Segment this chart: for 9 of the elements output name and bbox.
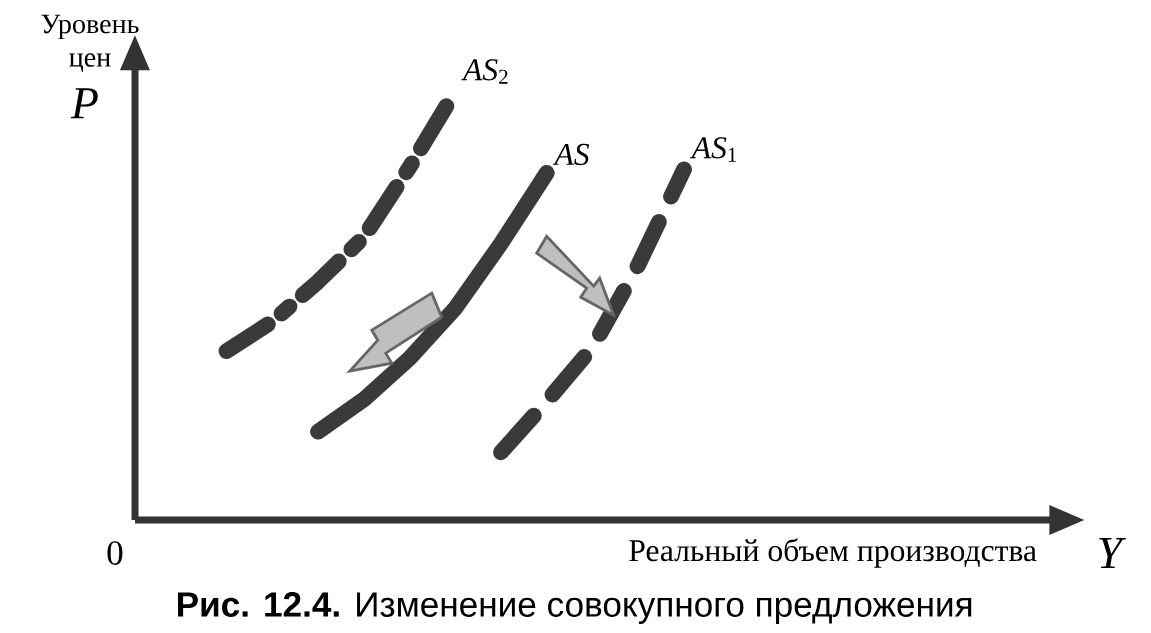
series-label: AS$_{2}$ bbox=[461, 59, 508, 84]
text: Рис. 12.4. Изменение совокупного предложения bbox=[178, 592, 972, 624]
x-axis-title: Реальный объем производства bbox=[629, 538, 1037, 568]
text: Y bbox=[1099, 538, 1127, 568]
text: 0 bbox=[107, 541, 123, 565]
y-axis-title: Уровень цен bbox=[41, 14, 139, 72]
text: P bbox=[70, 88, 98, 119]
series-label: AS$_{1}$ bbox=[690, 137, 737, 162]
series-label: AS bbox=[552, 143, 590, 166]
